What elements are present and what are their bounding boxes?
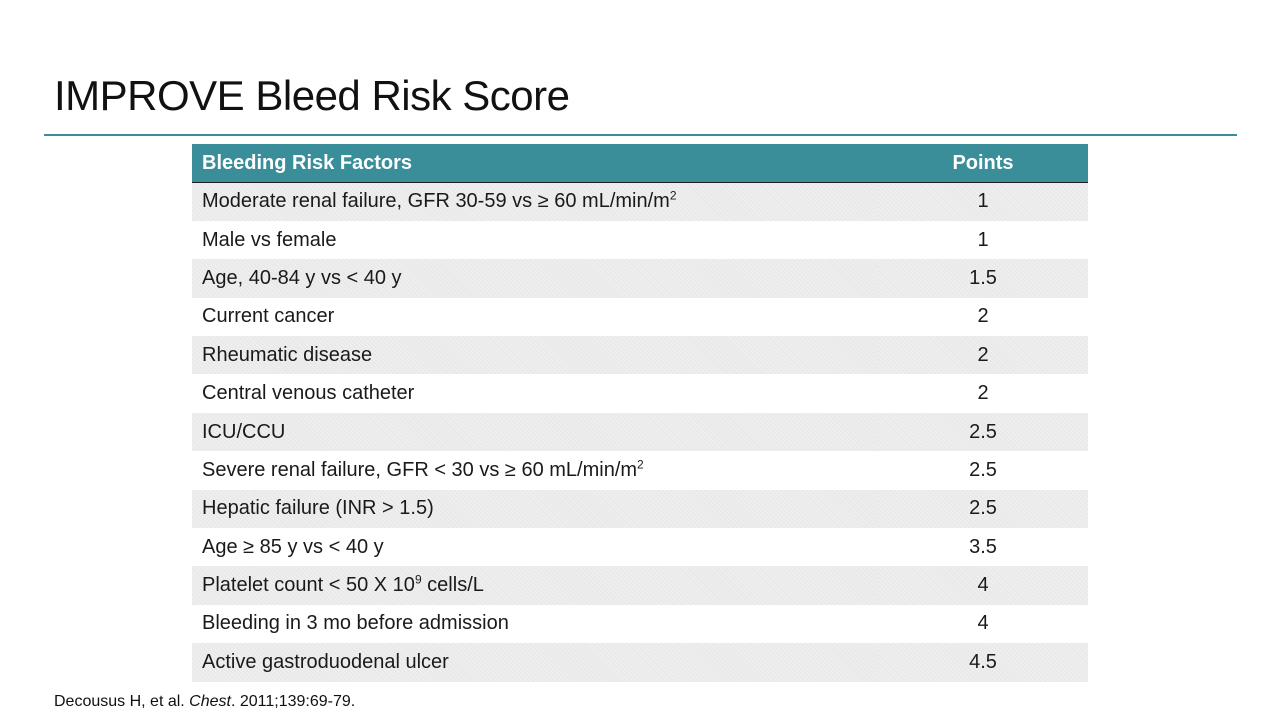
table-header-row: Bleeding Risk Factors Points bbox=[192, 144, 1088, 183]
superscript: 2 bbox=[637, 457, 644, 472]
risk-factor-cell: ICU/CCU bbox=[192, 412, 878, 452]
risk-factor-text: Current cancer bbox=[202, 305, 335, 328]
risk-factor-cell: Central venous catheter bbox=[192, 374, 878, 413]
citation-journal: Chest bbox=[189, 693, 231, 710]
header-factor: Bleeding Risk Factors bbox=[192, 144, 878, 183]
table-row: Platelet count < 50 X 109 cells/L 4 bbox=[192, 566, 1088, 605]
table-row: Central venous catheter 2 bbox=[192, 374, 1088, 413]
table-row: Bleeding in 3 mo before admission 4 bbox=[192, 604, 1088, 644]
risk-factor-cell: Bleeding in 3 mo before admission bbox=[192, 604, 878, 644]
points-cell: 4.5 bbox=[878, 643, 1088, 682]
table-row: Current cancer 2 bbox=[192, 297, 1088, 337]
table-row: Active gastroduodenal ulcer 4.5 bbox=[192, 643, 1088, 682]
superscript: 2 bbox=[669, 188, 677, 203]
header-points: Points bbox=[878, 144, 1088, 183]
risk-factor-text: Rheumatic disease bbox=[202, 343, 373, 366]
points-cell: 2.5 bbox=[878, 412, 1088, 452]
risk-factor-text: Platelet count < 50 X 10 bbox=[202, 574, 415, 597]
risk-factor-text: Male vs female bbox=[202, 228, 337, 251]
risk-factor-text: Severe renal failure, GFR < 30 vs ≥ 60 m… bbox=[202, 458, 638, 481]
risk-factor-cell: Platelet count < 50 X 109 cells/L bbox=[192, 566, 878, 605]
risk-factor-cell: Rheumatic disease bbox=[192, 336, 878, 375]
risk-factor-cell: Male vs female bbox=[192, 220, 878, 260]
risk-factor-text-suffix: cells/L bbox=[421, 574, 484, 597]
title-divider bbox=[44, 134, 1237, 136]
table-row: Age, 40-84 y vs < 40 y 1.5 bbox=[192, 259, 1088, 298]
points-cell: 1 bbox=[878, 182, 1088, 221]
risk-factor-cell: Severe renal failure, GFR < 30 vs ≥ 60 m… bbox=[192, 451, 878, 490]
points-cell: 2.5 bbox=[878, 489, 1088, 529]
risk-factor-text: Age ≥ 85 y vs < 40 y bbox=[202, 535, 384, 558]
table-row: Male vs female 1 bbox=[192, 220, 1088, 260]
risk-factor-text: Moderate renal failure, GFR 30-59 vs ≥ 6… bbox=[202, 190, 670, 213]
risk-factor-text: Central venous catheter bbox=[202, 382, 415, 405]
risk-factor-text: ICU/CCU bbox=[202, 420, 286, 443]
points-cell: 4 bbox=[878, 604, 1088, 644]
table-row: Severe renal failure, GFR < 30 vs ≥ 60 m… bbox=[192, 451, 1088, 490]
risk-factor-cell: Age ≥ 85 y vs < 40 y bbox=[192, 528, 878, 567]
slide-title: IMPROVE Bleed Risk Score bbox=[54, 72, 570, 119]
table-row: Hepatic failure (INR > 1.5) 2.5 bbox=[192, 489, 1088, 529]
points-cell: 1 bbox=[878, 220, 1088, 260]
table-body: Moderate renal failure, GFR 30-59 vs ≥ 6… bbox=[192, 182, 1088, 682]
citation-details: . 2011;139:69-79. bbox=[230, 693, 356, 710]
points-cell: 2.5 bbox=[878, 451, 1088, 490]
risk-factor-cell: Moderate renal failure, GFR 30-59 vs ≥ 6… bbox=[192, 182, 878, 221]
points-cell: 1.5 bbox=[878, 259, 1088, 298]
points-cell: 2 bbox=[878, 336, 1088, 375]
risk-factor-table: Bleeding Risk Factors Points Moderate re… bbox=[192, 144, 1088, 682]
table-row: Rheumatic disease 2 bbox=[192, 336, 1088, 375]
table-row: Moderate renal failure, GFR 30-59 vs ≥ 6… bbox=[192, 182, 1088, 221]
points-cell: 3.5 bbox=[878, 528, 1088, 567]
superscript: 9 bbox=[414, 572, 422, 587]
points-cell: 4 bbox=[878, 566, 1088, 605]
risk-factor-text: Age, 40-84 y vs < 40 y bbox=[202, 266, 402, 289]
points-cell: 2 bbox=[878, 297, 1088, 337]
table-row: ICU/CCU 2.5 bbox=[192, 412, 1088, 452]
risk-factor-text: Bleeding in 3 mo before admission bbox=[202, 612, 509, 635]
points-cell: 2 bbox=[878, 374, 1088, 413]
risk-factor-cell: Hepatic failure (INR > 1.5) bbox=[192, 489, 878, 529]
table-row: Age ≥ 85 y vs < 40 y 3.5 bbox=[192, 528, 1088, 567]
risk-factor-cell: Active gastroduodenal ulcer bbox=[192, 643, 878, 682]
risk-factor-cell: Age, 40-84 y vs < 40 y bbox=[192, 259, 878, 298]
citation-authors: Decousus H, et al. bbox=[54, 693, 190, 710]
risk-factor-cell: Current cancer bbox=[192, 297, 878, 337]
risk-factor-text: Active gastroduodenal ulcer bbox=[202, 650, 449, 673]
citation: Decousus H, et al. Chest. 2011;139:69-79… bbox=[54, 693, 355, 711]
risk-factor-text: Hepatic failure (INR > 1.5) bbox=[202, 497, 434, 520]
